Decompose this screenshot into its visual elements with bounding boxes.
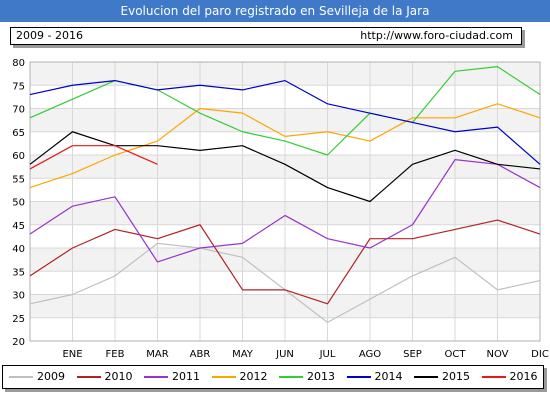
x-tick-label: MAR (146, 349, 168, 360)
x-tick-label: FEB (106, 349, 125, 360)
y-tick-label: 50 (12, 198, 25, 209)
legend-label: 2010 (104, 370, 133, 383)
x-tick-label: JUL (319, 349, 336, 360)
legend-swatch (481, 376, 506, 378)
y-tick-label: 45 (12, 221, 25, 232)
y-tick-label: 55 (12, 174, 25, 185)
series-line-2016 (29, 145, 158, 170)
legend-label: 2009 (37, 370, 65, 383)
legend-item-2012: 2012 (206, 366, 272, 388)
y-tick-label: 40 (12, 244, 25, 255)
legend-item-2015: 2015 (408, 366, 474, 388)
legend: 2009 2010 2011 2012 2013 2014 2015 2016 (2, 365, 544, 389)
legend-label: 2014 (374, 370, 403, 383)
legend-label: 2016 (509, 370, 538, 383)
x-tick-label: ENE (62, 349, 82, 360)
period-label: 2009 - 2016 (16, 29, 83, 42)
legend-item-2010: 2010 (71, 366, 137, 388)
x-tick-label: NOV (486, 349, 508, 360)
x-tick-label: JUN (275, 349, 294, 360)
x-tick-label: DIC (531, 349, 549, 360)
legend-swatch (76, 376, 101, 378)
y-tick-label: 65 (12, 128, 25, 139)
legend-swatch (9, 376, 33, 378)
y-tick-label: 20 (12, 337, 25, 348)
legend-swatch (279, 376, 303, 378)
chart-title: Evolucion del paro registrado en Seville… (0, 0, 550, 22)
info-box: 2009 - 2016 http://www.foro-ciudad.com (10, 27, 522, 45)
legend-swatch (144, 376, 168, 378)
y-tick-label: 30 (12, 291, 25, 302)
x-tick-label: AGO (359, 349, 381, 360)
series-line-2012 (29, 103, 541, 189)
legend-label: 2015 (442, 370, 470, 383)
y-tick-label: 75 (12, 81, 25, 92)
source-url[interactable]: http://www.foro-ciudad.com (360, 29, 513, 42)
legend-swatch (346, 376, 371, 378)
y-tick-label: 60 (12, 151, 25, 162)
series-line-2014 (29, 79, 541, 165)
x-tick-label: SEP (403, 349, 422, 360)
y-tick-label: 70 (12, 105, 25, 116)
series-line-2010 (29, 219, 541, 305)
series-line-2011 (29, 159, 541, 263)
legend-item-2011: 2011 (138, 366, 204, 388)
legend-item-2009: 2009 (3, 366, 69, 388)
x-tick-label: ABR (190, 349, 211, 360)
legend-item-2016: 2016 (476, 366, 542, 388)
legend-swatch (414, 376, 438, 378)
legend-item-2013: 2013 (273, 366, 339, 388)
y-tick-label: 80 (12, 58, 25, 69)
x-tick-label: OCT (445, 349, 467, 360)
legend-label: 2012 (239, 370, 268, 383)
legend-item-2014: 2014 (341, 366, 407, 388)
x-tick-label: MAY (232, 349, 254, 360)
plot-frame (29, 61, 541, 342)
y-tick-label: 35 (12, 267, 25, 278)
legend-label: 2013 (307, 370, 335, 383)
legend-swatch (211, 376, 236, 378)
y-tick-label: 25 (12, 314, 25, 325)
legend-label: 2011 (172, 370, 200, 383)
